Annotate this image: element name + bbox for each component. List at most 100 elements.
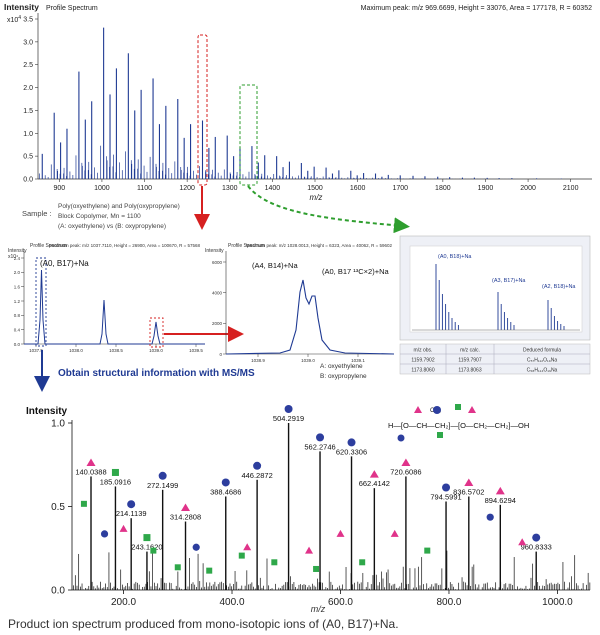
sample-line-3: (A: oxyethylene) vs (B: oxypropylene) xyxy=(58,223,166,230)
bottom-peak-label: 620.3306 xyxy=(336,447,367,456)
mid-left-y-tick-label: 2.4 xyxy=(14,256,21,261)
bottom-y-tick-label: 0.0 xyxy=(51,586,65,597)
top-x-tick-label: 1700 xyxy=(392,185,408,192)
formula-circle-marker xyxy=(397,434,405,442)
mid-center-x-ticks: 1038.9 1039.0 1039.1 xyxy=(251,354,365,363)
top-peak-info: Maximum peak: m/z 969.6699, Height = 330… xyxy=(361,5,592,12)
mid-left-y-tick-label: 1.2 xyxy=(14,299,21,304)
triangle-marker xyxy=(495,486,505,495)
bottom-x-tick-label: 1000.0 xyxy=(542,597,573,608)
top-x-tick-label: 1200 xyxy=(179,185,195,192)
circle-marker xyxy=(347,438,356,447)
mid-left-x-tick-label: 1039.0 xyxy=(149,348,163,353)
top-x-tick-label: 2000 xyxy=(520,185,536,192)
caption: Product ion spectrum produced from mono-… xyxy=(8,617,399,631)
bottom-peak-label: 446.2872 xyxy=(241,471,272,480)
circle-marker xyxy=(253,461,262,470)
formula-triangle-marker xyxy=(468,406,476,413)
inset-peaks xyxy=(412,264,580,331)
table-header-2: m/z calc. xyxy=(460,348,480,354)
top-x-tick-label: 1300 xyxy=(222,185,238,192)
mid-left-x-ticks: 1037.5 1038.0 1038.5 1039.0 1039.5 xyxy=(29,344,203,353)
triangle-marker xyxy=(305,546,314,554)
mid-center-label-1: (A4, B14)+Na xyxy=(252,261,298,270)
bottom-y-tick-label: 1.0 xyxy=(51,419,65,430)
bottom-y-tick-label: 0.5 xyxy=(51,502,65,513)
sample-info: Sample : Poly(oxyethylene) and Poly(oxyp… xyxy=(22,203,180,230)
mid-center-y-tick-label: 0 xyxy=(219,352,222,357)
mid-left-x-tick-label: 1037.5 xyxy=(29,348,43,353)
circle-marker xyxy=(221,478,230,487)
circle-marker xyxy=(127,500,136,509)
mid-center-y-tick-label: 6000 xyxy=(212,260,223,265)
top-x-tick-label: 1900 xyxy=(478,185,494,192)
bottom-peak-label: 562.2746 xyxy=(304,442,335,451)
circle-marker xyxy=(158,471,167,480)
circle-marker xyxy=(100,530,109,538)
table-cell: C₅₈H₁₁₄O₁₉Na xyxy=(527,368,558,374)
bottom-noise xyxy=(73,550,591,590)
top-xlabel: m/z xyxy=(310,193,323,202)
top-y-ticks: 0.0 0.5 1.0 1.5 2.0 2.5 3.0 3.5 xyxy=(23,17,38,184)
mid-left-label: (A0, B17)+Na xyxy=(40,259,89,268)
circle-marker xyxy=(532,533,541,542)
mid-left-y-tick-label: 1.6 xyxy=(14,284,21,289)
inset-plot-area xyxy=(409,245,583,333)
top-x-tick-label: 900 xyxy=(53,185,65,192)
mid-center-y-ticks: 6000 4000 2000 0 xyxy=(212,260,226,357)
bottom-xlabel: m/z xyxy=(311,604,326,614)
mid-center-label-2: (A0, B17 ¹³C×2)+Na xyxy=(322,267,390,276)
top-x-tick-label: 1400 xyxy=(265,185,281,192)
square-marker xyxy=(238,552,245,559)
bottom-peak-label: 504.2919 xyxy=(273,414,304,423)
mid-left-yexp: x10⁴ xyxy=(8,254,18,260)
top-y-tick-label: 3.5 xyxy=(23,17,33,24)
mid-center-y-tick-label: 2000 xyxy=(212,321,223,326)
top-y-tick-label: 1.5 xyxy=(23,108,33,115)
top-x-ticks: 900 1000 1100 1200 1300 1400 1500 1600 1700 1800 1… xyxy=(53,179,579,192)
mid-left-spectrum: Profile Spectrum Maximum peak: m/z 1037.… xyxy=(8,243,205,353)
bottom-spectrum: Intensity 0.0 0.5 1.0 200.0 400.0 600.0 800.0… xyxy=(26,404,591,614)
mid-left-red-box xyxy=(149,317,164,348)
mid-left-title: Profile Spectrum xyxy=(30,243,67,249)
bottom-peak-label: 243.1620 xyxy=(131,543,162,552)
table-cell: 1159.7902 xyxy=(411,358,434,364)
top-y-tick-label: 2.5 xyxy=(23,62,33,69)
formula-text: H—[O—CH—CH₂]—[O—CH₂—CH₂]—OH xyxy=(388,421,529,430)
bottom-peak-label: 720.6086 xyxy=(390,467,421,476)
square-marker xyxy=(206,567,213,574)
green-arrow xyxy=(247,185,410,234)
triangle-marker xyxy=(369,470,379,478)
square-marker xyxy=(150,547,157,554)
top-y-tick-label: 0.0 xyxy=(23,177,33,184)
mid-left-y-tick-label: 0.0 xyxy=(14,342,21,347)
circle-marker xyxy=(486,513,494,521)
inset-label-3: (A2, B18)+Na xyxy=(542,284,576,290)
top-y-tick-label: 0.5 xyxy=(23,154,33,161)
circle-marker xyxy=(284,405,293,413)
bottom-peak-label: 894.6294 xyxy=(485,496,516,505)
mid-left-trace xyxy=(24,269,205,345)
square-marker xyxy=(271,559,278,566)
circle-marker xyxy=(192,543,200,551)
top-spectrum: Intensity Profile Spectrum x104 Maximum … xyxy=(4,2,592,202)
top-x-tick-label: 1600 xyxy=(350,185,366,192)
top-ylabel: Intensity xyxy=(4,2,39,12)
bottom-x-ticks: 200.0 400.0 600.0 800.0 1000.0 xyxy=(111,590,573,608)
triangle-marker xyxy=(86,458,96,466)
mid-left-x-tick-label: 1039.5 xyxy=(189,348,203,353)
top-peaks xyxy=(38,27,568,179)
table-header-3: Deduced formula xyxy=(523,348,561,354)
table-cell: 1159.7907 xyxy=(458,358,481,364)
square-marker xyxy=(359,559,366,566)
bottom-peak-label: 836.5702 xyxy=(453,487,484,496)
triangle-marker xyxy=(390,529,399,537)
inset-table xyxy=(399,343,591,375)
sample-label: Sample : xyxy=(22,209,52,218)
legend-b: B: oxypropylene xyxy=(320,373,367,380)
top-y-tick-label: 2.0 xyxy=(23,85,33,92)
bottom-x-tick-label: 600.0 xyxy=(328,597,353,608)
triangle-marker xyxy=(518,538,527,546)
mid-left-x-tick-label: 1038.0 xyxy=(69,348,83,353)
square-marker xyxy=(111,468,119,476)
